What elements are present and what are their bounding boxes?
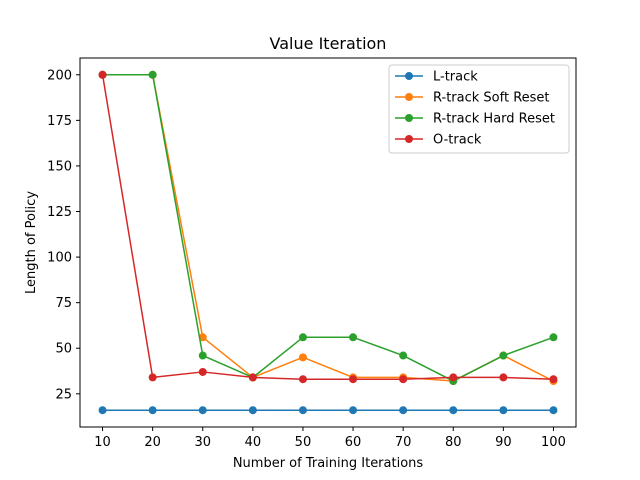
axes-frame bbox=[79, 57, 577, 428]
legend-marker bbox=[405, 93, 413, 101]
x-tick-label: 50 bbox=[295, 435, 312, 450]
legend-marker bbox=[405, 72, 413, 80]
series-3 bbox=[98, 70, 558, 384]
data-point bbox=[198, 406, 207, 415]
y-tick-label: 125 bbox=[47, 205, 72, 220]
legend-label: L-track bbox=[433, 70, 478, 85]
data-point bbox=[148, 406, 157, 415]
x-tick-label: 80 bbox=[445, 435, 462, 450]
legend-marker bbox=[405, 135, 413, 143]
data-point bbox=[549, 375, 558, 384]
data-point bbox=[98, 406, 107, 415]
data-point bbox=[499, 373, 508, 382]
legend-item: O-track bbox=[395, 133, 482, 148]
y-tick-label: 175 bbox=[47, 114, 72, 129]
x-tick-label: 70 bbox=[395, 435, 412, 450]
data-point bbox=[449, 373, 458, 382]
data-point bbox=[549, 406, 558, 415]
data-point bbox=[148, 70, 157, 79]
y-tick-label: 75 bbox=[55, 296, 72, 311]
data-point bbox=[198, 333, 207, 342]
y-axis-ticks: 25 50 75 100 125 150 175 200 bbox=[47, 68, 80, 402]
plot-area bbox=[98, 70, 558, 415]
legend-marker bbox=[405, 114, 413, 122]
data-point bbox=[198, 367, 207, 376]
data-point bbox=[449, 406, 458, 415]
legend-item: R-track Hard Reset bbox=[395, 112, 555, 127]
data-point bbox=[549, 333, 558, 342]
y-tick-label: 100 bbox=[47, 251, 72, 266]
x-tick-label: 60 bbox=[345, 435, 362, 450]
data-point bbox=[298, 353, 307, 362]
x-tick-label: 40 bbox=[245, 435, 262, 450]
data-point bbox=[298, 333, 307, 342]
data-point bbox=[399, 406, 408, 415]
legend: L-track R-track Soft Reset R-track Hard Re… bbox=[388, 64, 570, 154]
x-tick-label: 20 bbox=[144, 435, 161, 450]
series-line-2 bbox=[102, 74, 554, 382]
y-tick-label: 25 bbox=[55, 387, 72, 402]
data-point bbox=[349, 406, 358, 415]
data-point bbox=[248, 373, 257, 382]
data-point bbox=[499, 406, 508, 415]
data-point bbox=[399, 351, 408, 360]
y-axis-label: Length of Policy bbox=[24, 191, 39, 294]
data-point bbox=[198, 351, 207, 360]
data-point bbox=[349, 333, 358, 342]
x-axis-label: Number of Training Iterations bbox=[233, 456, 424, 471]
x-tick-label: 10 bbox=[94, 435, 111, 450]
legend-box bbox=[388, 64, 570, 154]
legend-label: R-track Hard Reset bbox=[433, 112, 555, 127]
data-point bbox=[148, 373, 157, 382]
x-axis-ticks: 10 20 30 40 50 60 70 80 90 100 bbox=[94, 427, 566, 450]
legend-item: L-track bbox=[395, 70, 478, 85]
y-tick-label: 50 bbox=[55, 342, 72, 357]
series-line-3 bbox=[101, 74, 554, 380]
data-point bbox=[248, 406, 257, 415]
data-point bbox=[98, 70, 107, 79]
y-tick-label: 150 bbox=[47, 159, 72, 174]
x-tick-label: 30 bbox=[194, 435, 211, 450]
data-point bbox=[298, 375, 307, 384]
legend-label: O-track bbox=[433, 133, 482, 148]
data-point bbox=[349, 375, 358, 384]
data-point bbox=[499, 351, 508, 360]
legend-item: R-track Soft Reset bbox=[395, 91, 550, 106]
x-tick-label: 90 bbox=[495, 435, 512, 450]
x-tick-label: 100 bbox=[541, 435, 566, 450]
chart-title: Value Iteration bbox=[270, 34, 387, 53]
legend-label: R-track Soft Reset bbox=[433, 91, 550, 106]
series-0 bbox=[98, 406, 558, 415]
data-point bbox=[298, 406, 307, 415]
data-point bbox=[399, 375, 408, 384]
y-tick-label: 200 bbox=[47, 68, 72, 83]
